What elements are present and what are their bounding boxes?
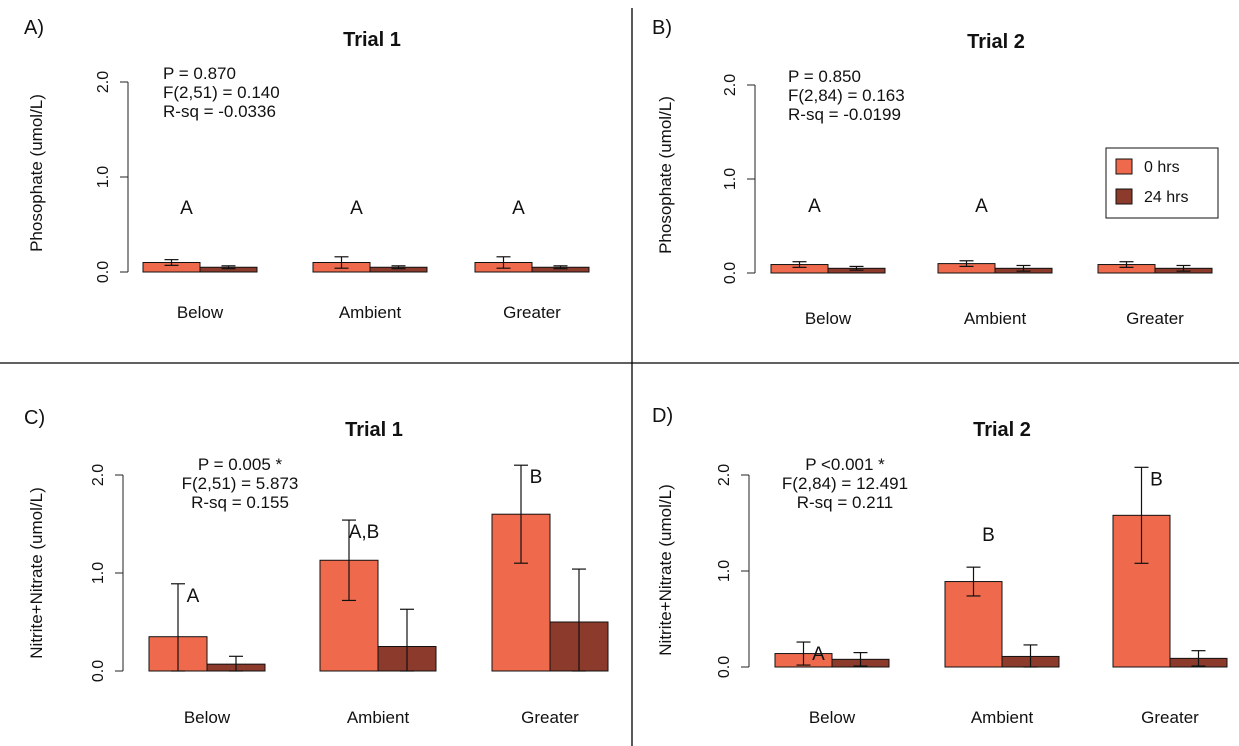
category-label: Ambient: [964, 309, 1027, 328]
y-tick-label: 0.0: [722, 262, 739, 284]
y-axis-label: Nitrite+Nitrate (umol/L): [27, 487, 46, 658]
y-tick-label: 1.0: [716, 560, 733, 582]
stat-line: F(2,51) = 5.873: [182, 474, 299, 493]
y-tick-label: 1.0: [95, 166, 112, 188]
stat-line: F(2,84) = 12.491: [782, 474, 908, 493]
panel-letter: C): [24, 407, 45, 429]
panel-title: Trial 1: [343, 29, 401, 51]
significance-letter: A: [812, 644, 825, 665]
stat-line: R-sq = 0.211: [797, 493, 894, 512]
category-label: Greater: [503, 303, 561, 322]
y-tick-label: 2.0: [716, 464, 733, 486]
significance-letter: A: [180, 198, 193, 219]
y-tick-label: 0.0: [716, 656, 733, 678]
significance-letter: B: [1150, 469, 1163, 490]
panel-title: Trial 1: [345, 419, 403, 441]
stat-line: F(2,51) = 0.140: [163, 83, 280, 102]
significance-letter: A: [975, 196, 988, 217]
stat-line: P = 0.850: [788, 67, 861, 86]
significance-letter: B: [530, 467, 543, 488]
panel-b: B) Trial 2 0.0 1.0 2.0 Phosophate (umol/L) P =…: [652, 17, 1213, 328]
significance-letter: B: [982, 525, 995, 546]
category-label: Ambient: [971, 708, 1034, 727]
y-axis-label: Nitrite+Nitrate (umol/L): [656, 484, 675, 655]
y-tick-label: 1.0: [722, 168, 739, 190]
category-label: Below: [809, 708, 856, 727]
panel-letter: B): [652, 17, 672, 39]
category-label: Greater: [1141, 708, 1199, 727]
legend-label-0hrs: 0 hrs: [1144, 159, 1180, 176]
y-tick-label: 1.0: [90, 562, 107, 584]
panel-title: Trial 2: [973, 419, 1031, 441]
panel-title: Trial 2: [967, 31, 1025, 53]
category-label: Greater: [1126, 309, 1184, 328]
significance-letter: A: [187, 586, 200, 607]
significance-letter: A: [350, 198, 363, 219]
stat-line: F(2,84) = 0.163: [788, 86, 905, 105]
stat-line: R-sq = -0.0199: [788, 105, 901, 124]
panels-group: A) Trial 1 0.0 1.0 2.0 Phosophate (umol/L) P =…: [24, 17, 1228, 727]
category-label: Greater: [521, 708, 579, 727]
panel-letter: A): [24, 17, 44, 39]
y-tick-label: 2.0: [90, 464, 107, 486]
stat-line: R-sq = -0.0336: [163, 102, 276, 121]
stat-line: P = 0.870: [163, 64, 236, 83]
significance-letter: A,B: [349, 522, 380, 543]
panel-c: C) Trial 1 0.0 1.0 2.0 Nitrite+Nitrate (umol/…: [24, 407, 609, 727]
y-tick-label: 2.0: [95, 71, 112, 93]
category-label: Below: [184, 708, 231, 727]
panel-letter: D): [652, 405, 673, 427]
category-label: Below: [177, 303, 224, 322]
legend-label-24hrs: 24 hrs: [1144, 189, 1188, 206]
stat-line: P <0.001 *: [805, 455, 885, 474]
y-tick-label: 2.0: [722, 74, 739, 96]
category-label: Ambient: [347, 708, 410, 727]
significance-letter: A: [808, 196, 821, 217]
y-tick-label: 0.0: [90, 660, 107, 682]
y-axis-label: Phosophate (umol/L): [27, 94, 46, 252]
category-label: Below: [805, 309, 852, 328]
y-axis-label: Phosophate (umol/L): [656, 96, 675, 254]
legend: 0 hrs 24 hrs: [1105, 147, 1219, 219]
panel-d: D) Trial 2 0.0 1.0 2.0 Nitrite+Nitrate (umol/…: [652, 405, 1228, 727]
stat-line: P = 0.005 *: [198, 455, 283, 474]
category-label: Ambient: [339, 303, 402, 322]
legend-swatch-24hrs: [1115, 188, 1133, 205]
y-tick-label: 0.0: [95, 261, 112, 283]
legend-swatch-0hrs: [1115, 158, 1133, 175]
stat-line: R-sq = 0.155: [191, 493, 289, 512]
panel-a: A) Trial 1 0.0 1.0 2.0 Phosophate (umol/L) P =…: [24, 17, 590, 322]
significance-letter: A: [512, 198, 525, 219]
